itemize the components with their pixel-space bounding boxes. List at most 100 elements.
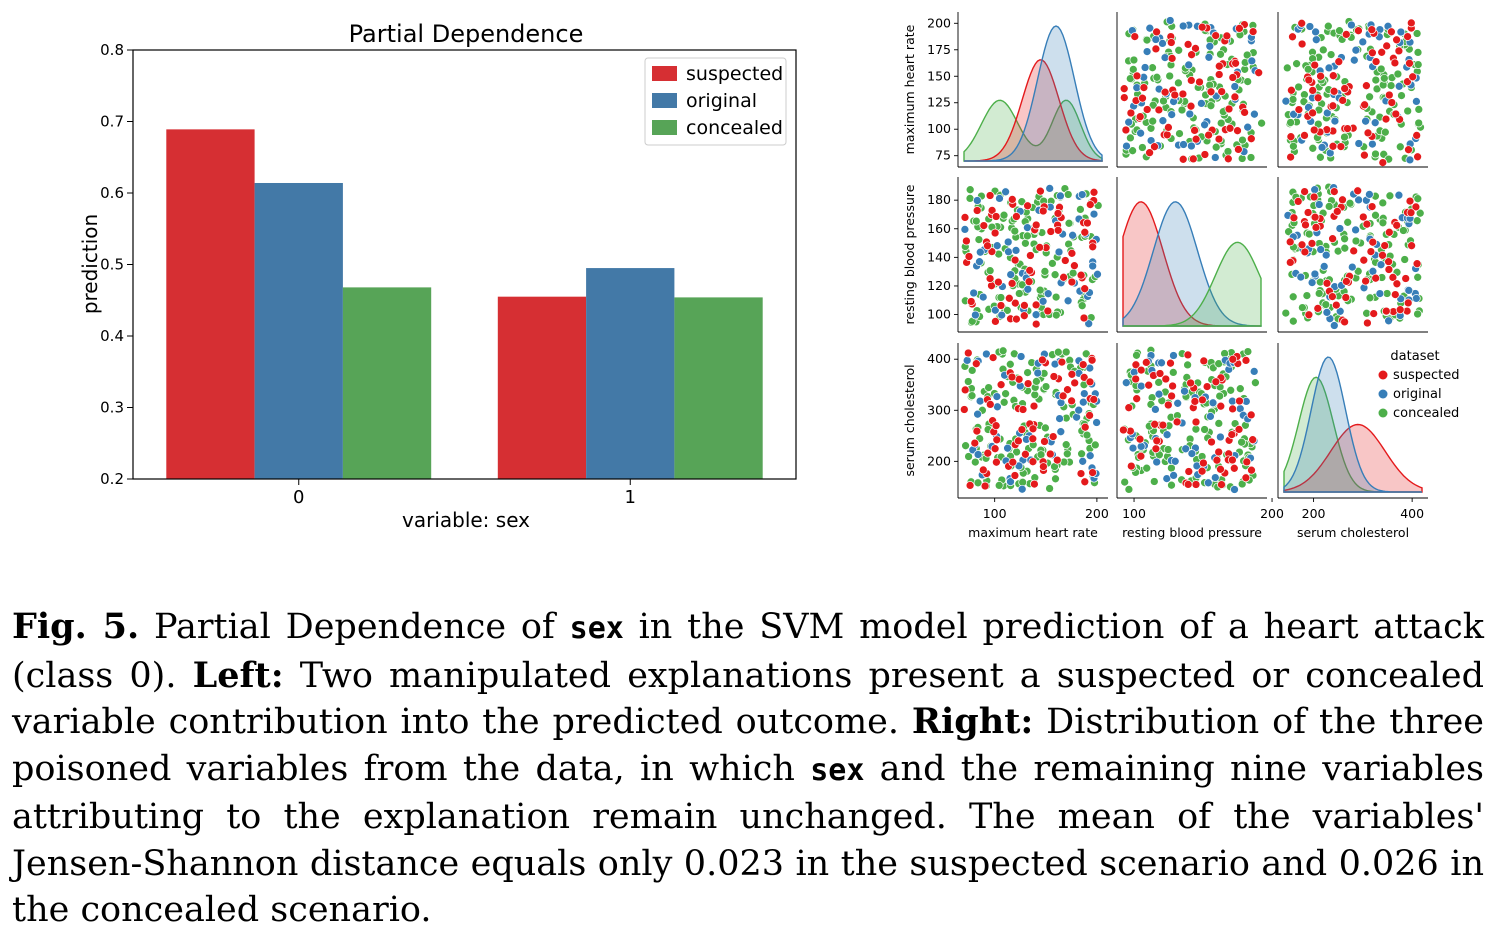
caption-text-3: Two manipulated explanations present a s… (12, 655, 1484, 743)
x-axis-label: maximum heart rate (968, 525, 1098, 540)
point-suspected (1199, 458, 1208, 468)
point-original (1181, 444, 1191, 454)
point-concealed (984, 383, 993, 392)
point-original (1351, 225, 1360, 235)
point-original (1085, 451, 1095, 461)
point-concealed (1129, 55, 1139, 65)
point-original (1088, 261, 1098, 271)
point-suspected (1359, 255, 1369, 265)
point-suspected (1183, 40, 1193, 49)
point-suspected (1394, 46, 1404, 56)
point-concealed (1163, 445, 1173, 454)
point-suspected (1204, 130, 1213, 140)
point-original (1405, 155, 1415, 165)
point-suspected (1246, 134, 1256, 144)
point-suspected (1328, 141, 1338, 151)
point-suspected (1028, 457, 1038, 467)
point-suspected (1353, 186, 1363, 196)
point-suspected (1413, 152, 1422, 162)
point-original (982, 349, 991, 359)
point-suspected (980, 481, 990, 491)
point-original (1124, 117, 1134, 127)
point-suspected (1057, 357, 1067, 367)
point-suspected (1411, 202, 1421, 212)
point-concealed (1165, 71, 1175, 81)
point-original (1358, 37, 1368, 47)
point-suspected (1067, 248, 1077, 258)
pair-cell-0-1 (1116, 12, 1267, 168)
point-suspected (1368, 48, 1377, 58)
point-concealed (1343, 217, 1353, 227)
point-suspected (1172, 417, 1182, 427)
point-concealed (1340, 132, 1349, 142)
point-concealed (971, 216, 981, 226)
point-suspected (983, 448, 993, 458)
point-suspected (983, 241, 992, 251)
y-tick-label: 200 (927, 453, 951, 468)
point-concealed (1321, 300, 1331, 309)
point-concealed (1345, 198, 1355, 208)
point-concealed (1413, 60, 1423, 69)
point-suspected (987, 247, 997, 256)
point-suspected (990, 228, 1000, 238)
point-suspected (1131, 374, 1141, 384)
point-concealed (1077, 449, 1086, 459)
point-suspected (1007, 279, 1017, 288)
point-suspected (1168, 381, 1177, 391)
point-suspected (992, 435, 1002, 445)
point-original (1184, 60, 1194, 70)
point-suspected (1285, 258, 1295, 267)
point-original (1092, 418, 1101, 427)
point-concealed (965, 194, 975, 203)
point-concealed (1040, 267, 1050, 276)
point-original (1079, 389, 1089, 398)
point-original (1084, 319, 1094, 329)
legend: suspected original concealed (644, 57, 787, 146)
point-concealed (1146, 123, 1156, 133)
point-suspected (1217, 480, 1226, 489)
point-original (1093, 269, 1102, 279)
point-concealed (1238, 135, 1247, 145)
point-suspected (1028, 434, 1038, 444)
point-suspected (1361, 276, 1370, 286)
point-suspected (1384, 265, 1394, 274)
point-concealed (1142, 35, 1152, 45)
point-suspected (1145, 148, 1154, 158)
point-suspected (1227, 430, 1237, 439)
point-suspected (1152, 27, 1161, 37)
x-tick-label: 200 (1085, 506, 1109, 521)
point-original (1210, 473, 1220, 482)
point-concealed (1082, 430, 1092, 440)
point-suspected (960, 213, 970, 222)
point-suspected (1381, 114, 1391, 124)
point-concealed (1051, 292, 1061, 302)
y-tick-label: 200 (927, 15, 951, 30)
point-suspected (1349, 246, 1359, 256)
point-suspected (1300, 131, 1309, 140)
point-suspected (1178, 154, 1188, 164)
point-concealed (1379, 73, 1389, 83)
y-tick-label: 0.8 (100, 41, 124, 59)
point-concealed (1323, 21, 1333, 31)
point-original (1394, 190, 1404, 200)
point-suspected (1166, 358, 1175, 368)
point-concealed (963, 377, 973, 386)
point-suspected (1053, 225, 1063, 235)
y-axis-label: serum cholesterol (902, 364, 917, 476)
point-suspected (1186, 378, 1195, 388)
point-suspected (1246, 410, 1256, 420)
point-original (1122, 141, 1131, 151)
y-tick-label: 0.6 (100, 184, 124, 202)
point-suspected (1406, 18, 1416, 28)
point-concealed (1351, 236, 1361, 246)
point-concealed (1413, 272, 1423, 282)
point-original (1394, 81, 1404, 91)
point-suspected (1083, 218, 1092, 228)
point-original (1178, 21, 1188, 31)
point-suspected (1024, 277, 1034, 287)
point-suspected (1380, 241, 1390, 250)
point-concealed (1395, 142, 1405, 152)
point-suspected (1214, 61, 1224, 71)
point-suspected (1403, 77, 1412, 87)
point-suspected (1371, 273, 1381, 283)
